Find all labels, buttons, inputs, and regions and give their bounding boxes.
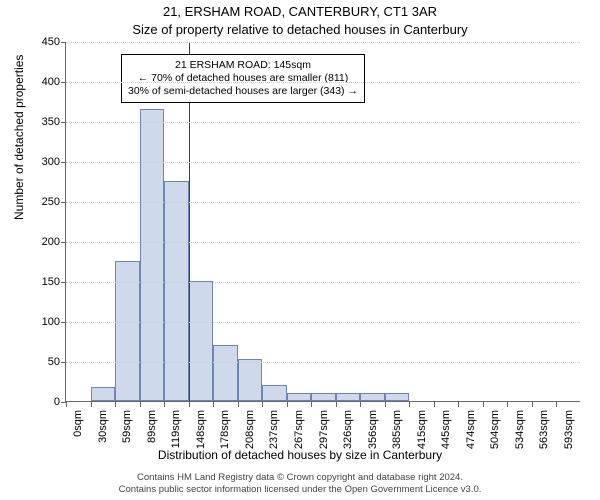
xtick-label: 178sqm	[219, 410, 231, 449]
xtick-label: 445sqm	[440, 410, 452, 449]
xtick-mark	[238, 402, 239, 407]
bar	[311, 393, 336, 401]
xtick-label: 267sqm	[293, 410, 305, 449]
gridline-h	[66, 82, 580, 83]
xtick-mark	[385, 402, 386, 407]
page-title-line2: Size of property relative to detached ho…	[0, 22, 600, 37]
gridline-h	[66, 242, 580, 243]
ytick-label: 350	[26, 116, 60, 128]
xtick-label: 385sqm	[391, 410, 403, 449]
xtick-mark	[287, 402, 288, 407]
xtick-label: 148sqm	[195, 410, 207, 449]
ytick-label: 50	[26, 356, 60, 368]
xtick-label: 415sqm	[416, 410, 428, 449]
xtick-label: 208sqm	[244, 410, 256, 449]
annotation-line1: 21 ERSHAM ROAD: 145sqm	[128, 59, 358, 72]
bar	[385, 393, 410, 401]
bar	[164, 181, 189, 401]
bar	[287, 393, 312, 401]
annotation-line2: ← 70% of detached houses are smaller (81…	[128, 72, 358, 85]
ytick-mark	[61, 122, 66, 123]
gridline-h	[66, 282, 580, 283]
ytick-label: 250	[26, 196, 60, 208]
ytick-label: 300	[26, 156, 60, 168]
xtick-mark	[91, 402, 92, 407]
xtick-mark	[434, 402, 435, 407]
xtick-label: 504sqm	[489, 410, 501, 449]
xtick-mark	[140, 402, 141, 407]
footer-line1: Contains HM Land Registry data © Crown c…	[0, 472, 600, 484]
xtick-label: 474sqm	[465, 410, 477, 449]
annotation-box: 21 ERSHAM ROAD: 145sqm ← 70% of detached…	[121, 54, 365, 103]
xtick-mark	[483, 402, 484, 407]
ytick-label: 400	[26, 76, 60, 88]
xtick-mark	[458, 402, 459, 407]
footer-attribution: Contains HM Land Registry data © Crown c…	[0, 472, 600, 496]
xtick-mark	[556, 402, 557, 407]
xtick-label: 119sqm	[170, 410, 182, 448]
chart-container: 21, ERSHAM ROAD, CANTERBURY, CT1 3AR Siz…	[0, 0, 600, 500]
xtick-label: 59sqm	[121, 410, 133, 443]
xtick-mark	[507, 402, 508, 407]
xtick-label: 534sqm	[514, 410, 526, 449]
gridline-h	[66, 162, 580, 163]
ytick-mark	[61, 322, 66, 323]
page-title-line1: 21, ERSHAM ROAD, CANTERBURY, CT1 3AR	[0, 4, 600, 19]
xtick-label: 0sqm	[72, 410, 84, 437]
bar	[238, 359, 263, 401]
gridline-h	[66, 362, 580, 363]
xtick-label: 593sqm	[563, 410, 575, 449]
xtick-label: 89sqm	[146, 410, 158, 443]
bar	[360, 393, 385, 401]
ytick-mark	[61, 42, 66, 43]
ytick-label: 150	[26, 276, 60, 288]
xtick-mark	[213, 402, 214, 407]
xtick-mark	[115, 402, 116, 407]
xtick-label: 326sqm	[342, 410, 354, 449]
xtick-mark	[360, 402, 361, 407]
xtick-label: 563sqm	[538, 410, 550, 449]
xtick-mark	[532, 402, 533, 407]
ytick-mark	[61, 162, 66, 163]
ytick-mark	[61, 362, 66, 363]
bar	[189, 281, 214, 401]
x-axis-label: Distribution of detached houses by size …	[0, 448, 600, 462]
bar	[213, 345, 238, 401]
annotation-line3: 30% of semi-detached houses are larger (…	[128, 85, 358, 98]
gridline-h	[66, 122, 580, 123]
ytick-label: 100	[26, 316, 60, 328]
xtick-mark	[164, 402, 165, 407]
gridline-h	[66, 322, 580, 323]
ytick-label: 200	[26, 236, 60, 248]
y-axis-label: Number of detached properties	[12, 55, 26, 220]
xtick-label: 297sqm	[318, 410, 330, 449]
xtick-mark	[262, 402, 263, 407]
bar	[91, 387, 116, 401]
ytick-label: 450	[26, 36, 60, 48]
gridline-h	[66, 202, 580, 203]
ytick-mark	[61, 202, 66, 203]
xtick-mark	[66, 402, 67, 407]
ytick-mark	[61, 242, 66, 243]
xtick-mark	[311, 402, 312, 407]
xtick-label: 30sqm	[97, 410, 109, 443]
xtick-label: 356sqm	[367, 410, 379, 449]
bar	[262, 385, 287, 401]
xtick-mark	[409, 402, 410, 407]
footer-line2: Contains public sector information licen…	[0, 484, 600, 496]
gridline-h	[66, 42, 580, 43]
bar	[336, 393, 361, 401]
ytick-label: 0	[26, 396, 60, 408]
ytick-mark	[61, 82, 66, 83]
xtick-mark	[189, 402, 190, 407]
plot-area: 21 ERSHAM ROAD: 145sqm ← 70% of detached…	[65, 42, 580, 402]
ytick-mark	[61, 282, 66, 283]
xtick-mark	[336, 402, 337, 407]
xtick-label: 237sqm	[268, 410, 280, 449]
bar	[140, 109, 165, 401]
